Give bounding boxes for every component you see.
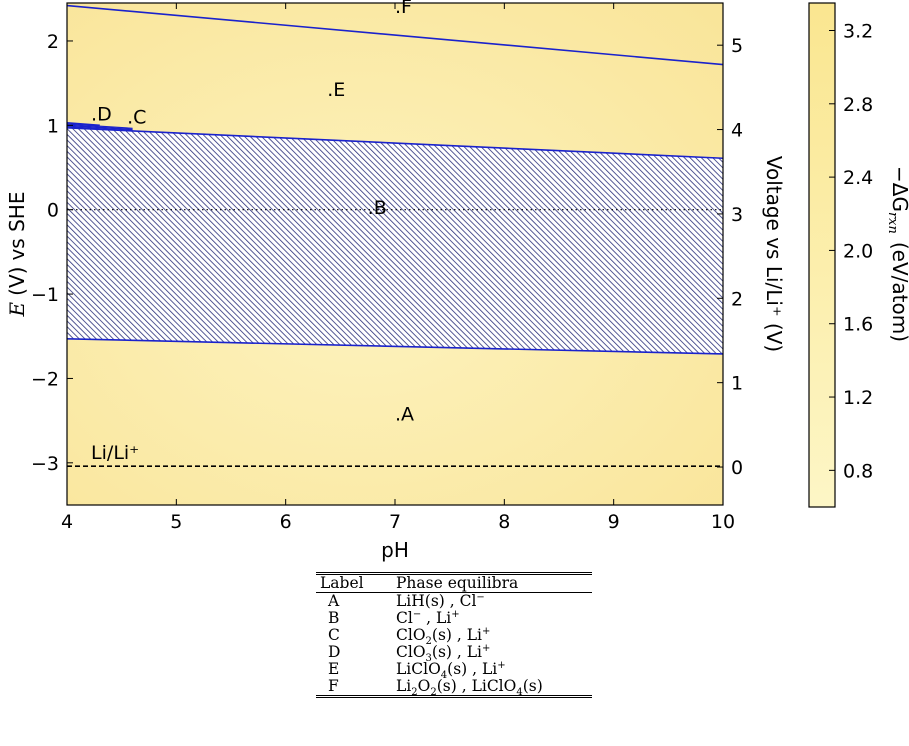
table-row: F Li2O2(s) , LiClO4(s)	[316, 677, 592, 699]
x-tick-label-3: 7	[389, 511, 401, 533]
y-axis-ticks: −3 −2 −1 0 1 2	[31, 31, 73, 475]
x-tick-label-1: 5	[170, 511, 182, 533]
colorbar-tick-label-3: 2.0	[843, 240, 873, 262]
region-label-4: .E	[327, 79, 345, 101]
table-row: C ClO2(s) , Li+	[316, 625, 592, 648]
boundary-line-2	[67, 124, 133, 131]
y-axis-label-italic: E	[5, 301, 29, 317]
region-labels: .A .B .C .D .E .F	[91, 0, 414, 426]
y-axis-label-main: vs SHE	[5, 192, 29, 261]
y2-tick-label-5: 5	[731, 35, 743, 57]
colorbar-ticks: 0.8 1.2 1.6 2.0 2.4 2.8 3.2	[829, 20, 873, 482]
colorbar-label-suffix: (eV/atom)	[888, 242, 909, 342]
y2-axis-ticks: 0 1 2 3 4 5	[717, 35, 743, 479]
boundary-lines	[67, 4, 723, 355]
y-axis-label: E (V) vs SHE	[5, 192, 29, 318]
table-cell-label: A	[328, 592, 340, 610]
y2-tick-label-0: 0	[731, 457, 743, 479]
table-cell-label: E	[328, 660, 340, 678]
region-label-5: .F	[395, 0, 412, 18]
x-tick-label-4: 8	[498, 511, 510, 533]
region-b-hatch	[67, 127, 723, 354]
table-cell-phase: Cl− , Li+	[396, 608, 460, 627]
table-cell-phase: ClO2(s) , Li+	[396, 625, 491, 648]
colorbar-tick-label-6: 3.2	[843, 20, 873, 42]
x-axis-ticks: 4 5 6 7 8 9 10	[61, 3, 735, 533]
boundary-line-0	[67, 4, 723, 66]
colorbar-tick-label-2: 1.6	[843, 314, 873, 336]
y-tick-label-0: −3	[31, 453, 59, 475]
colorbar-label-prefix: −ΔG	[888, 166, 909, 212]
colorbar-tick-label-1: 1.2	[843, 387, 873, 409]
y-axis-label-unit: (V)	[5, 267, 29, 296]
y2-axis-label: Voltage vs Li/Li⁺ (V)	[762, 156, 786, 352]
y-tick-label-3: 0	[47, 200, 59, 222]
table-cell-phase: Li2O2(s) , LiClO4(s)	[396, 677, 543, 699]
table-header-phase: Phase equilibra	[392, 573, 592, 593]
table-row: A LiH(s) , Cl−	[316, 591, 592, 611]
table-row: E LiClO4(s) , Li+	[316, 659, 592, 682]
colorbar-tick-label-5: 2.8	[843, 94, 873, 116]
colorbar-tick-label-4: 2.4	[843, 167, 873, 189]
table-cell-label: C	[328, 626, 340, 644]
boundary-bundle-line-0	[67, 126, 133, 132]
x-tick-label-5: 9	[608, 511, 620, 533]
table-header-label: Label	[316, 573, 392, 593]
boundary-line-3	[67, 127, 723, 160]
x-tick-label-2: 6	[280, 511, 292, 533]
table-cell-label: D	[328, 643, 341, 661]
y2-tick-label-2: 2	[731, 288, 743, 310]
colorbar	[808, 2, 836, 508]
y2-tick-label-3: 3	[731, 204, 743, 226]
region-label-2: .C	[127, 107, 146, 129]
table-cell-label: F	[328, 677, 339, 695]
table-cell-phase: LiH(s) , Cl−	[396, 591, 485, 610]
table-row: B Cl− , Li+	[316, 608, 592, 627]
boundary-line-1	[67, 122, 100, 127]
colorbar-label: −ΔGrxn (eV/atom)	[885, 166, 909, 342]
region-label-0: .A	[395, 404, 414, 426]
colorbar-tick-label-0: 0.8	[843, 460, 873, 482]
boundary-bundle-line-1	[67, 123, 133, 129]
boundary-line-4	[67, 337, 723, 355]
table-cell-phase: LiClO4(s) , Li+	[396, 659, 506, 682]
table-row: D ClO3(s) , Li+	[316, 642, 592, 665]
x-axis-label: pH	[381, 538, 409, 562]
y-tick-label-1: −2	[31, 368, 59, 390]
y-tick-label-4: 1	[47, 115, 59, 137]
region-label-3: .D	[91, 103, 112, 125]
region-label-1: .B	[368, 197, 387, 219]
x-tick-label-0: 4	[61, 511, 73, 533]
phase-equilibria-table: Label Phase equilibra A LiH(s) , Cl− B Cl− …	[316, 572, 592, 698]
y2-tick-label-4: 4	[731, 120, 743, 142]
table-cell-label: B	[328, 609, 340, 627]
y2-tick-label-1: 1	[731, 373, 743, 395]
y-tick-label-5: 2	[47, 31, 59, 53]
li-reference-label: Li/Li⁺	[91, 442, 139, 464]
colorbar-label-sub: rxn	[885, 212, 900, 234]
table-cell-phase: ClO3(s) , Li+	[396, 642, 491, 665]
y-tick-label-2: −1	[31, 284, 59, 306]
x-tick-label-6: 10	[711, 511, 735, 533]
